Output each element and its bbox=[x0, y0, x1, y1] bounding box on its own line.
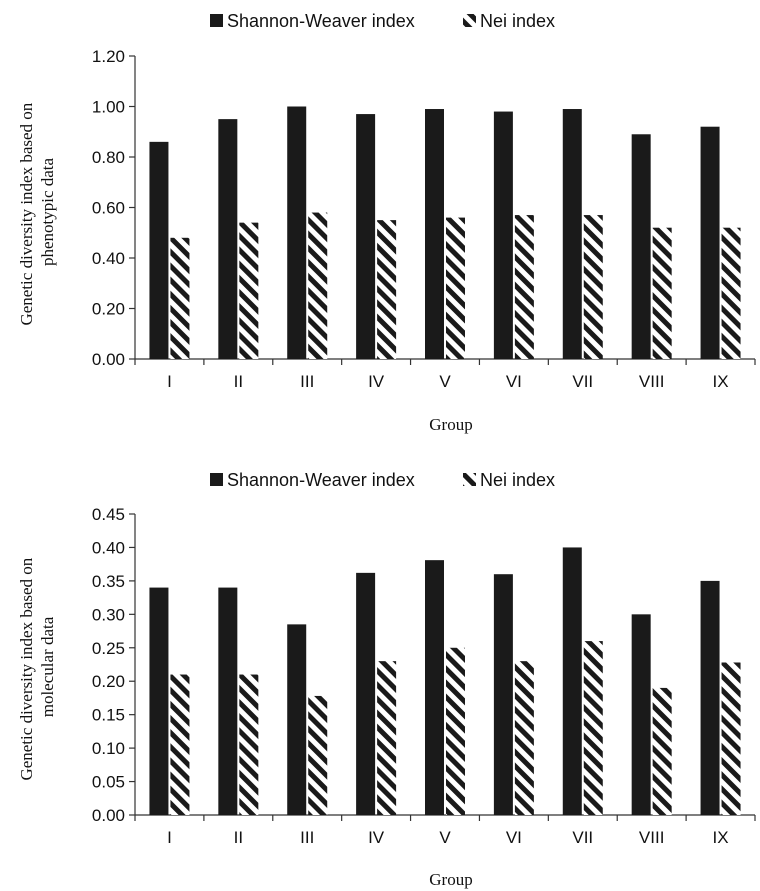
shannon-bar-IX bbox=[700, 126, 720, 359]
y-tick-label: 0.35 bbox=[92, 572, 125, 591]
nei-bar-II bbox=[239, 222, 259, 359]
x-tick-label: VIII bbox=[639, 828, 665, 847]
nei-bar-VIII bbox=[652, 687, 672, 815]
legend: Shannon-Weaver index Nei index bbox=[210, 470, 555, 490]
shannon-bar-IV bbox=[356, 572, 376, 815]
shannon-bar-VII bbox=[562, 109, 582, 360]
shannon-bar-III bbox=[287, 624, 307, 815]
x-tick-label: III bbox=[300, 828, 314, 847]
nei-bar-IX bbox=[721, 662, 741, 815]
shannon-bar-IV bbox=[356, 114, 376, 359]
x-tick-label: VII bbox=[572, 372, 593, 391]
shannon-bar-V bbox=[425, 109, 444, 360]
shannon-bar-III bbox=[287, 106, 307, 359]
nei-bar-VII bbox=[583, 641, 603, 815]
y-tick-label: 0.05 bbox=[92, 773, 125, 792]
y-axis-title: Genetic diversity index based on molecul… bbox=[17, 553, 57, 780]
x-tick-label: I bbox=[167, 828, 172, 847]
y-tick-label: 0.20 bbox=[92, 300, 125, 319]
shannon-bar-II bbox=[218, 587, 238, 815]
nei-bar-II bbox=[239, 674, 259, 815]
y-tick-label: 0.00 bbox=[92, 350, 125, 369]
x-axis-title: Group bbox=[429, 415, 472, 434]
shannon-bar-I bbox=[149, 587, 169, 815]
y-tick-label: 0.45 bbox=[92, 505, 125, 524]
x-tick-label: V bbox=[439, 372, 451, 391]
chart-phenotypic: Shannon-Weaver index Nei index Genetic d… bbox=[17, 11, 756, 434]
legend-swatch-nei bbox=[463, 473, 476, 486]
x-tick-label: VI bbox=[506, 828, 522, 847]
x-tick-label: II bbox=[234, 372, 243, 391]
y-tick-label: 1.00 bbox=[92, 98, 125, 117]
y-axis-title: Genetic diversity index based on phenoty… bbox=[17, 98, 57, 325]
shannon-bar-VIII bbox=[631, 614, 651, 815]
nei-bar-III bbox=[308, 212, 328, 359]
nei-bar-V bbox=[446, 217, 465, 359]
plot-area: 0.000.200.400.600.801.001.20I II III IV V VI V… bbox=[92, 47, 756, 391]
plot-area: 0.00 0.05 0.10 0.15 0.20 0.25 0.30 0.35 0.40 0.45… bbox=[92, 505, 756, 847]
x-tick-label: V bbox=[439, 828, 451, 847]
shannon-bar-II bbox=[218, 119, 238, 359]
nei-bar-VI bbox=[514, 215, 534, 359]
legend-swatch-shannon bbox=[210, 473, 223, 486]
y-tick-label: 0.15 bbox=[92, 706, 125, 725]
y-tick-label: 0.00 bbox=[92, 806, 125, 825]
x-axis-title: Group bbox=[429, 870, 472, 889]
shannon-bar-V bbox=[425, 560, 444, 815]
y-tick-label: 0.10 bbox=[92, 739, 125, 758]
shannon-bar-VIII bbox=[631, 134, 651, 359]
x-tick-label: II bbox=[234, 828, 243, 847]
nei-bar-VI bbox=[514, 661, 534, 815]
y-tick-label: 0.80 bbox=[92, 148, 125, 167]
y-tick-label: 0.25 bbox=[92, 639, 125, 658]
x-tick-label: VIII bbox=[639, 372, 665, 391]
nei-bar-IX bbox=[721, 227, 741, 359]
legend: Shannon-Weaver index Nei index bbox=[210, 11, 555, 31]
y-tick-label: 0.20 bbox=[92, 672, 125, 691]
nei-bar-VIII bbox=[652, 227, 672, 359]
nei-bar-IV bbox=[377, 220, 397, 359]
shannon-bar-VI bbox=[493, 111, 513, 359]
shannon-bar-I bbox=[149, 141, 169, 359]
nei-bar-III bbox=[308, 695, 328, 815]
nei-bar-V bbox=[446, 647, 465, 815]
shannon-bar-IX bbox=[700, 580, 720, 815]
y-tick-label: 0.40 bbox=[92, 538, 125, 557]
nei-bar-I bbox=[170, 237, 190, 359]
y-tick-label: 0.60 bbox=[92, 199, 125, 218]
legend-label-shannon: Shannon-Weaver index bbox=[227, 11, 415, 31]
legend-label-nei: Nei index bbox=[480, 11, 555, 31]
y-tick-label: 1.20 bbox=[92, 47, 125, 66]
x-tick-label: VII bbox=[572, 828, 593, 847]
legend-swatch-nei bbox=[463, 14, 476, 27]
x-tick-label: IV bbox=[368, 828, 385, 847]
y-tick-label: 0.40 bbox=[92, 249, 125, 268]
x-tick-label: III bbox=[300, 372, 314, 391]
nei-bar-I bbox=[170, 674, 190, 815]
legend-swatch-shannon bbox=[210, 14, 223, 27]
y-tick-label: 0.30 bbox=[92, 605, 125, 624]
shannon-bar-VII bbox=[562, 547, 582, 815]
shannon-bar-VI bbox=[493, 574, 513, 815]
x-tick-label: IV bbox=[368, 372, 385, 391]
chart-molecular: Shannon-Weaver index Nei index Genetic d… bbox=[17, 470, 756, 889]
legend-label-nei: Nei index bbox=[480, 470, 555, 490]
nei-bar-VII bbox=[583, 215, 603, 359]
x-tick-label: IX bbox=[713, 828, 729, 847]
nei-bar-IV bbox=[377, 661, 397, 815]
x-tick-label: IX bbox=[713, 372, 729, 391]
x-tick-label: VI bbox=[506, 372, 522, 391]
legend-label-shannon: Shannon-Weaver index bbox=[227, 470, 415, 490]
x-tick-label: I bbox=[167, 372, 172, 391]
